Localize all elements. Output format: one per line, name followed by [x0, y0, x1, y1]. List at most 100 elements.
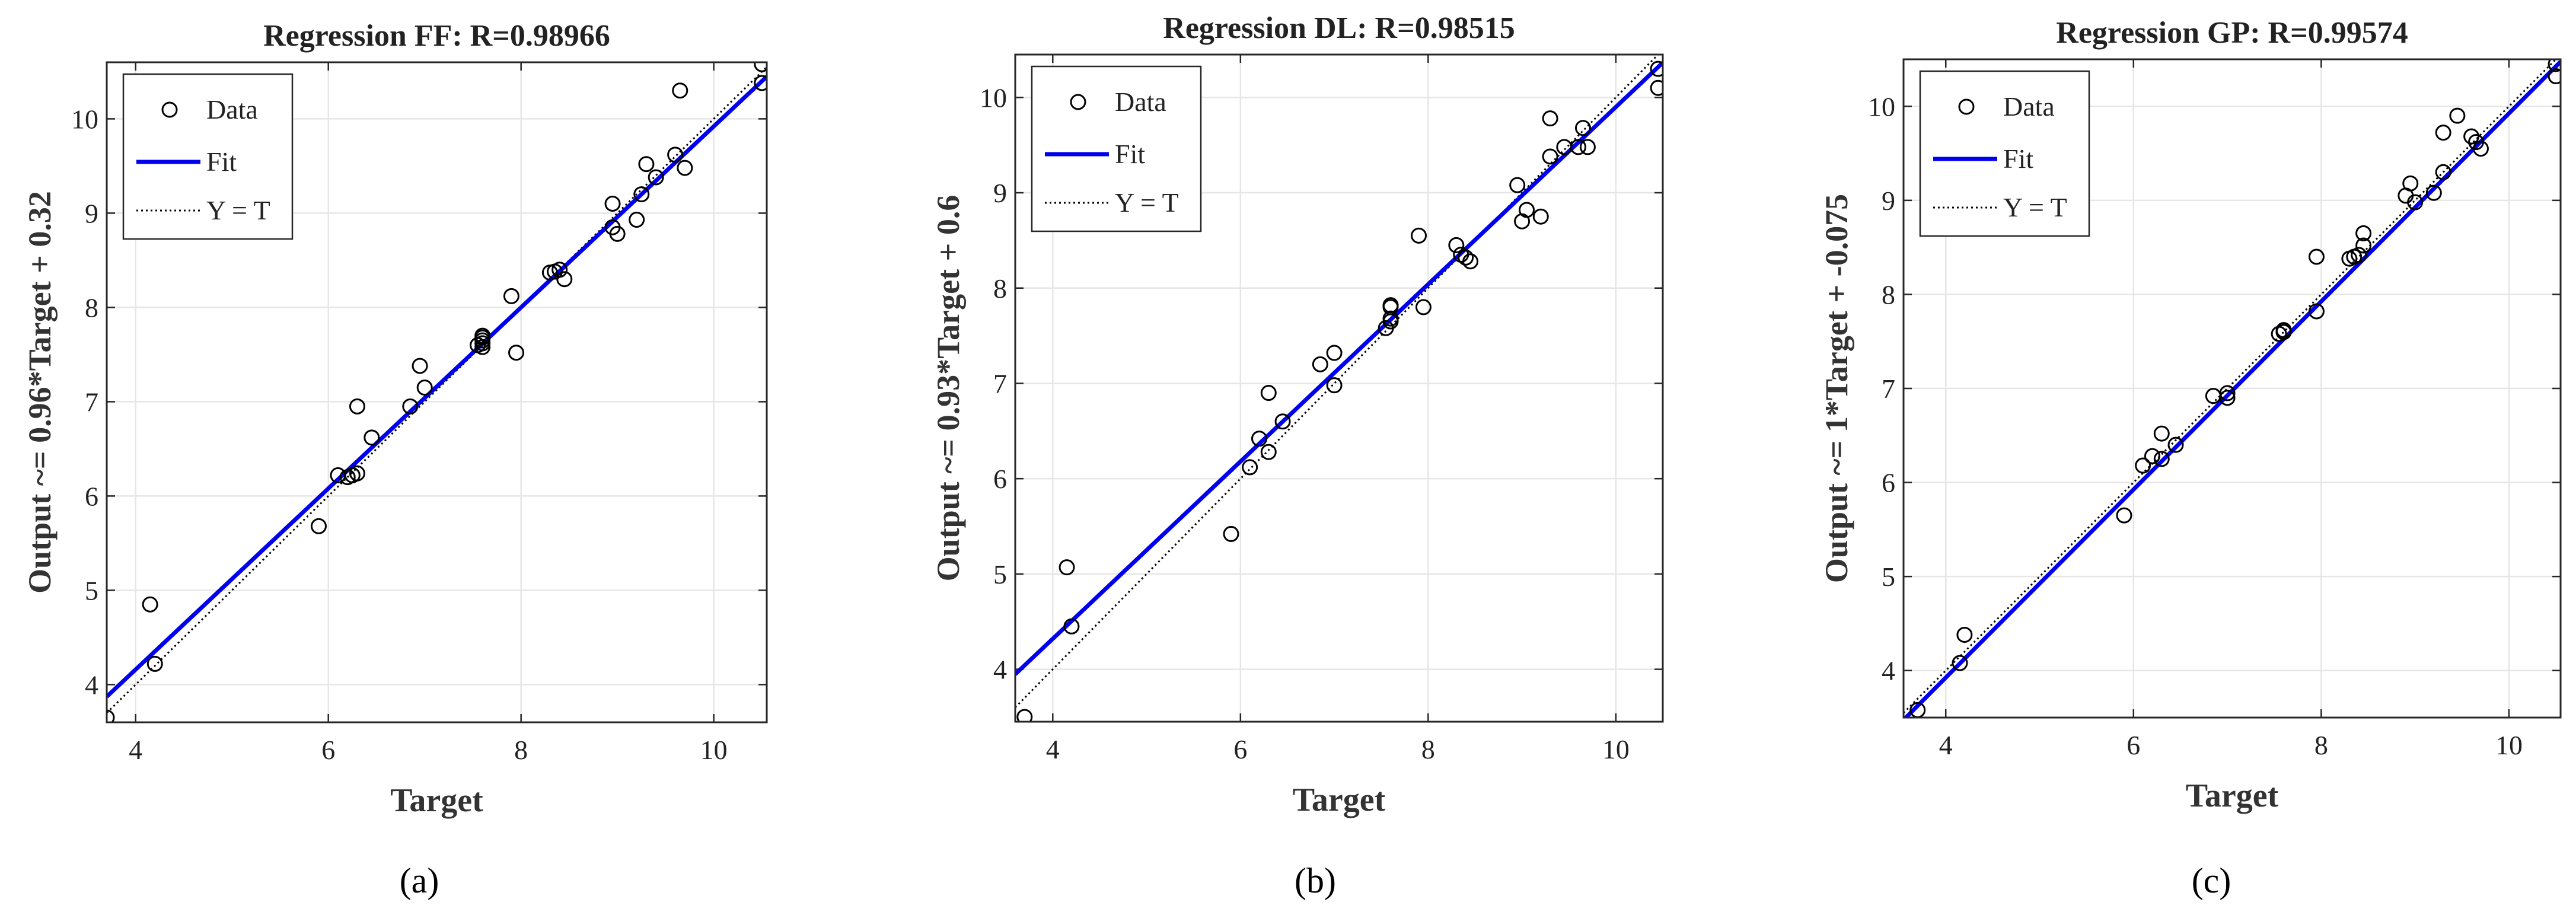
legend-box	[1031, 65, 1202, 232]
y-tick-label: 7	[993, 368, 1007, 399]
data-point	[1519, 202, 1535, 218]
panel-label: (b)	[1295, 861, 1336, 900]
data-point	[142, 596, 158, 613]
x-tick-label: 8	[2314, 730, 2328, 760]
data-point	[1956, 626, 1973, 643]
data-point	[2402, 175, 2419, 192]
data-point	[310, 518, 327, 534]
fit-line	[107, 75, 767, 699]
data-point	[1223, 525, 1239, 542]
data-point	[677, 160, 693, 176]
data-point	[349, 465, 365, 482]
y-tick-label: 4	[1882, 656, 1895, 686]
x-tick-label: 4	[1046, 734, 1060, 764]
data-point	[416, 380, 433, 396]
y-tick-label: 8	[1882, 279, 1895, 310]
axes-box	[106, 61, 768, 723]
data-point	[2308, 248, 2325, 265]
y-tick-label: 6	[85, 481, 98, 511]
y-axis-label: Output ~= 0.93*Target + 0.6	[930, 195, 966, 582]
data-point	[667, 146, 684, 163]
data-point	[2407, 194, 2424, 211]
data-point	[551, 262, 568, 278]
data-point	[629, 212, 645, 228]
data-point	[1251, 431, 1267, 447]
data-point	[1458, 249, 1474, 266]
data-point	[1570, 139, 1587, 155]
y-tick-label: 9	[993, 178, 1007, 208]
x-tick-label: 6	[1233, 734, 1247, 764]
data-point	[648, 169, 664, 186]
x-axis-label: Target	[390, 782, 483, 819]
x-tick-label: 6	[2127, 730, 2140, 760]
data-point	[2449, 107, 2466, 124]
data-point	[2463, 128, 2480, 145]
legend-data-marker	[1070, 94, 1086, 110]
y-equals-t-line	[107, 66, 767, 714]
data-point	[1274, 413, 1291, 430]
data-point	[2355, 225, 2372, 241]
data-point	[604, 196, 621, 212]
chart-title: Regression DL: R=0.98515	[1163, 11, 1515, 45]
legend-fit-label: Fit	[1115, 139, 1145, 169]
y-tick-label: 10	[980, 82, 1007, 113]
data-point	[1059, 559, 1075, 576]
y-tick-label: 6	[1882, 468, 1895, 498]
data-point	[754, 75, 767, 91]
data-point	[1326, 345, 1343, 361]
legend: Data Fit Y = T	[1919, 70, 2090, 237]
y-tick-label: 9	[1882, 186, 1895, 216]
data-point	[503, 288, 519, 304]
data-point	[364, 429, 380, 446]
y-tick-label: 7	[85, 387, 98, 417]
data-point	[1260, 444, 1277, 460]
chart-title: Regression GP: R=0.99574	[2056, 16, 2408, 50]
data-point	[1579, 139, 1596, 155]
x-tick-label: 6	[321, 735, 335, 765]
legend-box	[122, 73, 294, 240]
panel-label-text: (a)	[400, 861, 439, 900]
y-tick-label: 10	[1868, 91, 1895, 122]
data-point	[2435, 125, 2451, 141]
data-point	[1063, 618, 1080, 635]
data-point	[2425, 184, 2442, 201]
data-point	[1016, 709, 1033, 722]
data-point	[2308, 303, 2325, 320]
data-point	[146, 655, 163, 672]
data-point	[1650, 79, 1663, 96]
plot-contents	[107, 62, 767, 722]
data-point	[1411, 227, 1427, 244]
data-point	[2435, 164, 2451, 180]
legend-data-label: Data	[1115, 87, 1166, 117]
x-tick-label: 4	[1939, 730, 1953, 760]
y-tick-label: 5	[993, 559, 1007, 589]
y-tick-label: 5	[85, 575, 98, 605]
data-point	[2472, 141, 2489, 157]
data-point	[638, 156, 655, 173]
y-tick-label: 4	[85, 670, 98, 700]
data-point	[1382, 310, 1399, 327]
legend-data-label: Data	[206, 94, 258, 125]
data-point	[349, 398, 365, 415]
data-point	[1242, 459, 1258, 476]
legend-box	[1919, 70, 2090, 237]
x-axis-label: Target	[2186, 777, 2279, 814]
x-tick-label: 8	[514, 735, 528, 765]
data-point	[412, 358, 428, 374]
data-point	[1952, 655, 1968, 671]
data-point	[1462, 253, 1479, 270]
chart-panel-3: 4 6 8 10 4 5 6 7 8 9 10 Data Fit Y = T Regression GP: …	[1819, 16, 2562, 900]
data-point	[402, 398, 419, 415]
data-point	[2355, 237, 2372, 254]
data-point	[2548, 68, 2561, 85]
x-tick-label: 4	[129, 735, 142, 765]
data-point	[672, 82, 688, 99]
data-point	[1574, 120, 1591, 136]
panel-label: (a)	[400, 861, 439, 900]
data-point	[1509, 177, 1526, 193]
data-point	[474, 327, 491, 344]
plot-contents	[1015, 55, 1663, 722]
legend-data-marker	[161, 101, 178, 118]
y-equals-t-line	[1904, 59, 2558, 714]
x-tick-label: 8	[1421, 734, 1435, 764]
